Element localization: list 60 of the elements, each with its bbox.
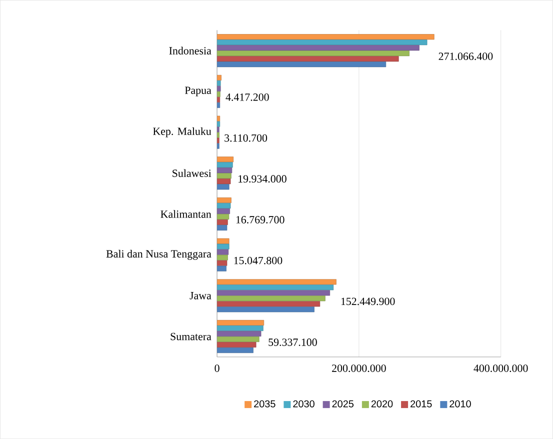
legend-label: 2020 — [371, 400, 393, 408]
bar — [217, 40, 428, 46]
data-label: 152.449.900 — [341, 298, 395, 306]
y-tick-label: Jawa — [190, 292, 212, 300]
bar — [217, 168, 232, 174]
y-tick-label: Bali dan Nusa Tenggara — [106, 250, 212, 260]
bar — [217, 290, 330, 296]
bar — [217, 266, 226, 272]
data-label: 3.110.700 — [224, 134, 268, 142]
bar — [217, 254, 228, 260]
bar — [217, 162, 233, 168]
data-label: 4.417.200 — [226, 93, 269, 101]
y-tick-label: Indonesia — [169, 46, 212, 54]
bar — [217, 306, 314, 312]
bar — [217, 279, 336, 285]
legend-label: 2015 — [410, 400, 432, 408]
bar — [217, 86, 221, 92]
bar — [217, 330, 262, 336]
y-tick-label: Papua — [184, 86, 212, 96]
bar — [217, 244, 230, 250]
bar — [217, 91, 220, 97]
data-label: 19.934.000 — [238, 175, 286, 183]
bar — [217, 50, 410, 56]
bar — [217, 202, 231, 208]
x-tick-label: 400.000.000 — [474, 364, 528, 372]
bar — [217, 347, 254, 353]
data-label: 59.337.100 — [268, 338, 317, 346]
bar — [217, 208, 230, 214]
bar — [217, 284, 334, 290]
bar — [217, 80, 221, 86]
data-label: 15.047.800 — [234, 256, 282, 264]
y-tick-label: Sumatera — [170, 332, 212, 340]
bar — [217, 320, 264, 326]
bar — [217, 224, 228, 230]
x-tick-label: 200.000.000 — [332, 364, 386, 372]
data-label: 271.066.400 — [438, 52, 493, 60]
bar — [217, 34, 434, 40]
bar — [217, 249, 229, 255]
bar — [217, 116, 220, 122]
y-tick-label: Kep. Maluku — [153, 127, 212, 138]
bar — [217, 326, 264, 331]
bar — [217, 45, 420, 51]
legend-label: 2035 — [254, 400, 276, 408]
x-tick-label: 0 — [214, 364, 220, 372]
bar — [217, 214, 230, 220]
bar — [217, 197, 232, 203]
bar — [217, 173, 232, 179]
bar — [217, 336, 260, 342]
y-tick-label: Kalimantan — [160, 210, 212, 218]
legend-label: 2030 — [293, 400, 314, 408]
bar — [217, 184, 230, 190]
bar — [217, 296, 326, 302]
bar — [217, 156, 234, 162]
legend-label: 2010 — [450, 400, 471, 408]
bar — [217, 238, 230, 244]
legend-label: 2025 — [332, 400, 354, 408]
bar — [217, 74, 222, 80]
y-tick-label: Sulawesi — [172, 169, 212, 177]
data-label: 16.769.700 — [236, 216, 284, 224]
bar — [217, 62, 386, 68]
